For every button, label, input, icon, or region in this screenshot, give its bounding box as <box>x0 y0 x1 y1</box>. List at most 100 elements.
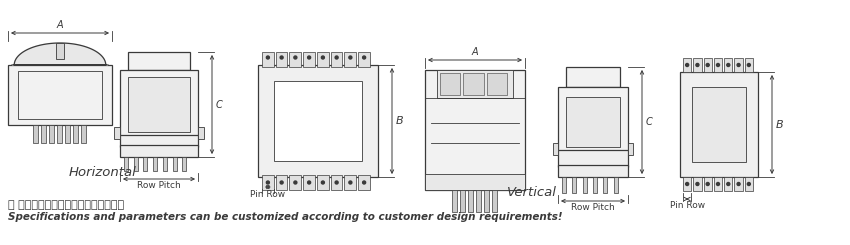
Circle shape <box>266 56 269 59</box>
Bar <box>303 52 315 67</box>
Bar <box>440 73 461 95</box>
Bar <box>275 175 287 190</box>
Circle shape <box>686 183 688 185</box>
Text: Specifications and parameters can be customized according to customer design req: Specifications and parameters can be cus… <box>8 212 563 222</box>
Bar <box>425 174 525 190</box>
Bar <box>344 175 356 190</box>
Bar <box>258 65 378 177</box>
Bar <box>704 58 711 72</box>
Bar <box>290 52 301 67</box>
Circle shape <box>321 181 325 184</box>
Text: Vertical: Vertical <box>507 186 557 199</box>
Circle shape <box>737 63 740 66</box>
Circle shape <box>363 181 366 184</box>
Text: B: B <box>776 120 784 130</box>
Bar <box>262 52 274 67</box>
Text: Horizontal: Horizontal <box>69 167 137 180</box>
Bar <box>487 73 507 95</box>
Bar <box>734 58 743 72</box>
Bar <box>303 175 315 190</box>
Bar <box>683 58 691 72</box>
Circle shape <box>727 63 730 66</box>
Bar <box>724 177 733 191</box>
Bar <box>49 125 54 143</box>
Bar <box>73 125 78 143</box>
Circle shape <box>737 183 740 185</box>
Bar <box>133 157 138 171</box>
Bar <box>461 190 466 212</box>
Bar <box>124 157 128 171</box>
Circle shape <box>717 183 719 185</box>
Bar <box>562 177 566 193</box>
Bar <box>275 52 287 67</box>
Bar <box>18 71 102 119</box>
Circle shape <box>294 181 297 184</box>
Bar <box>566 97 620 147</box>
Bar <box>331 52 343 67</box>
Bar <box>604 177 608 193</box>
Bar <box>484 190 490 212</box>
Circle shape <box>747 63 751 66</box>
Bar <box>558 87 628 152</box>
Bar <box>128 77 190 132</box>
Bar <box>683 177 691 191</box>
Text: Row Pitch: Row Pitch <box>137 181 181 190</box>
Bar <box>582 177 586 193</box>
Circle shape <box>294 56 297 59</box>
Circle shape <box>335 181 338 184</box>
Bar <box>198 127 204 139</box>
Bar <box>82 125 87 143</box>
Bar <box>437 70 513 98</box>
Circle shape <box>706 63 709 66</box>
Circle shape <box>727 183 730 185</box>
Bar <box>144 157 147 171</box>
Bar <box>114 127 120 139</box>
Bar <box>128 52 190 70</box>
Bar <box>120 145 198 157</box>
Bar <box>56 43 64 59</box>
Bar <box>153 157 157 171</box>
Circle shape <box>717 63 719 66</box>
Circle shape <box>266 181 269 184</box>
Bar <box>290 175 301 190</box>
Circle shape <box>363 56 366 59</box>
Bar <box>425 70 525 190</box>
Circle shape <box>696 183 699 185</box>
Text: C: C <box>216 99 223 110</box>
Bar <box>33 125 38 143</box>
Bar <box>463 73 484 95</box>
Circle shape <box>280 181 283 184</box>
Circle shape <box>308 56 310 59</box>
Bar <box>42 125 47 143</box>
Bar <box>704 177 711 191</box>
Bar <box>558 165 628 177</box>
Bar <box>358 175 370 190</box>
Bar <box>714 58 722 72</box>
Circle shape <box>348 181 352 184</box>
Bar <box>58 125 63 143</box>
Polygon shape <box>12 43 108 65</box>
Circle shape <box>686 63 688 66</box>
Bar <box>680 72 758 177</box>
Bar <box>745 58 753 72</box>
Bar <box>558 150 628 167</box>
Bar <box>173 157 177 171</box>
Text: ＊ 可根据客户设计需求定制规格和参数: ＊ 可根据客户设计需求定制规格和参数 <box>8 200 124 210</box>
Bar <box>614 177 618 193</box>
Bar <box>317 175 329 190</box>
Bar <box>468 190 473 212</box>
Bar <box>492 190 497 212</box>
Text: B: B <box>396 116 404 126</box>
Bar <box>182 157 186 171</box>
Circle shape <box>321 56 325 59</box>
Text: A: A <box>57 20 63 30</box>
Text: C: C <box>646 117 653 127</box>
Bar <box>628 143 633 155</box>
Bar <box>477 190 481 212</box>
Bar <box>553 143 558 155</box>
Bar <box>274 81 362 161</box>
Circle shape <box>696 63 699 66</box>
Circle shape <box>280 56 283 59</box>
Bar <box>694 58 701 72</box>
Text: Row Pitch: Row Pitch <box>571 203 615 212</box>
